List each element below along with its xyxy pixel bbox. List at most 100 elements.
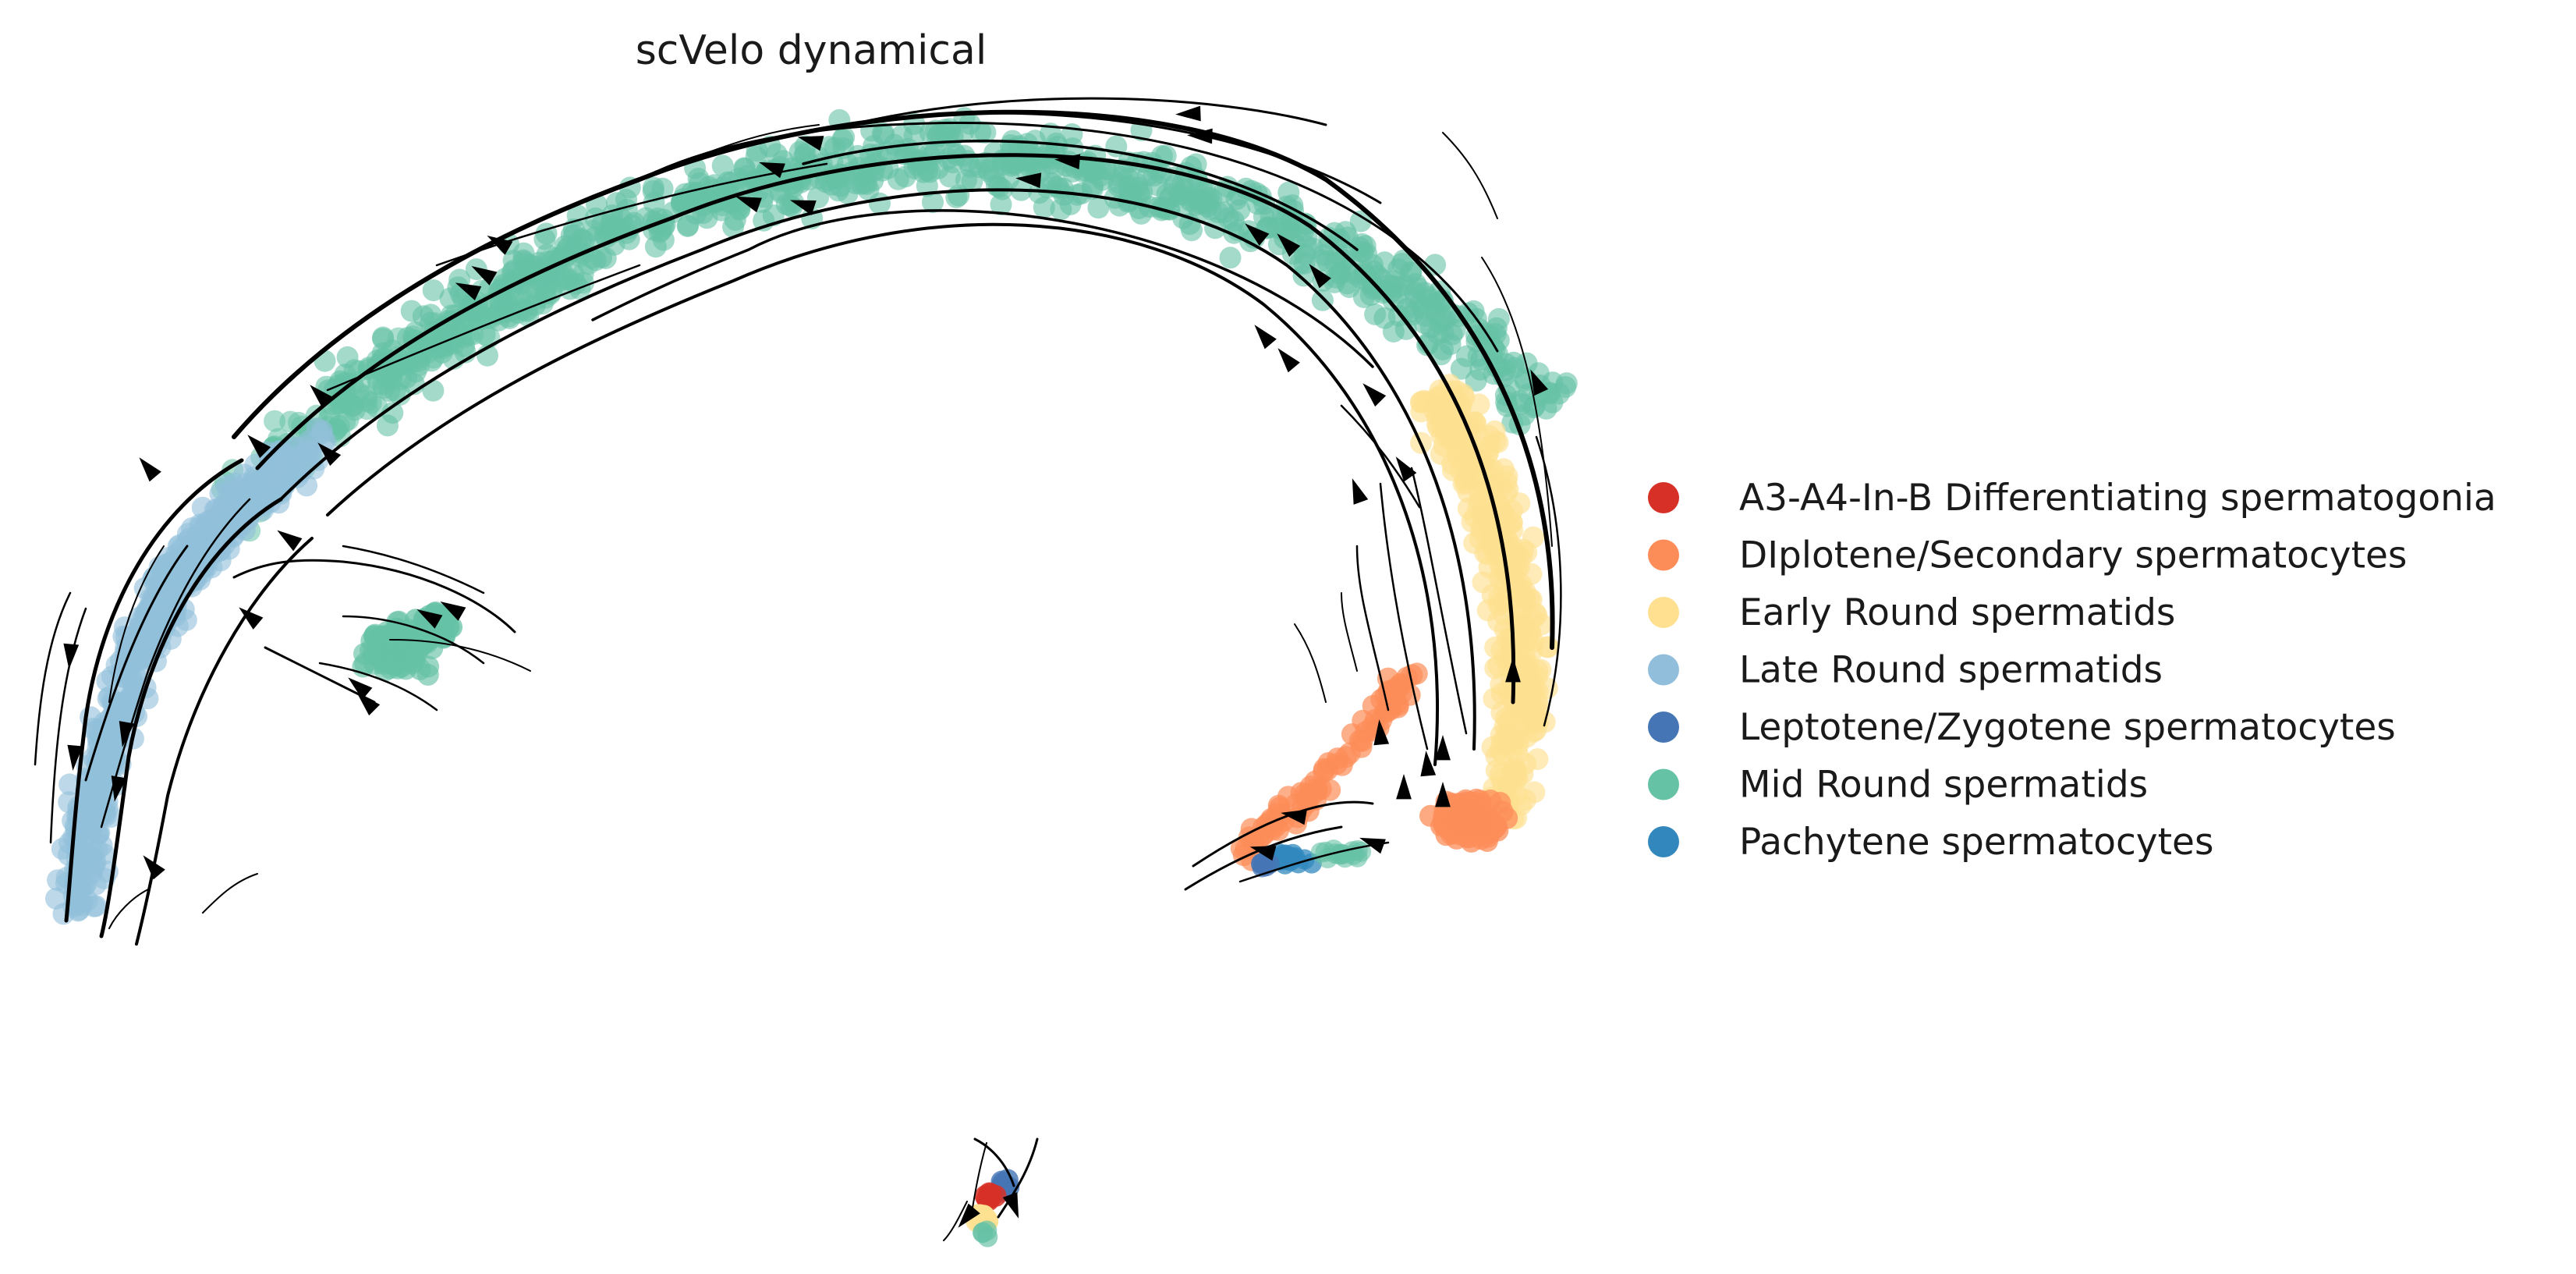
- streamline: [108, 545, 165, 703]
- streamline-arrowhead: [735, 196, 762, 213]
- data-point: [1213, 201, 1235, 224]
- data-point: [310, 422, 333, 445]
- data-point: [955, 169, 977, 191]
- streamline-arrowhead: [239, 607, 264, 630]
- chart-title: scVelo dynamical: [636, 27, 987, 74]
- data-point: [775, 193, 798, 215]
- legend-label: Pachytene spermatocytes: [1739, 821, 2213, 864]
- streamline-arrowhead: [1420, 751, 1437, 777]
- streamline-arrowhead: [67, 744, 83, 771]
- streamline-arrowhead: [356, 692, 381, 716]
- legend-label: DIplotene/Secondary spermatocytes: [1739, 534, 2407, 577]
- streamline-arrowhead: [1015, 172, 1042, 189]
- streamline: [903, 112, 1382, 204]
- data-point: [1431, 307, 1454, 330]
- streamline-arrowhead: [440, 602, 466, 621]
- data-point: [1082, 174, 1104, 197]
- data-point: [1219, 247, 1242, 269]
- data-point: [556, 236, 579, 259]
- legend-item: Early Round spermatids: [1648, 591, 2175, 634]
- data-point: [1424, 254, 1447, 276]
- data-point: [477, 307, 499, 330]
- data-point: [225, 499, 248, 522]
- data-point: [1555, 372, 1578, 395]
- streamline: [342, 545, 485, 594]
- data-point: [102, 721, 125, 743]
- streamline-arrowhead: [797, 136, 824, 151]
- data-point: [1495, 707, 1518, 729]
- streamline: [255, 153, 1516, 704]
- legend-marker: [1648, 597, 1679, 628]
- data-point: [1110, 166, 1132, 188]
- data-point: [388, 383, 411, 406]
- streamline-arrowhead: [487, 236, 513, 255]
- data-point: [591, 213, 614, 236]
- streamline: [108, 889, 149, 929]
- streamline-arrowhead: [416, 609, 443, 629]
- data-point: [927, 123, 950, 146]
- streamline: [1238, 841, 1390, 883]
- data-point: [1033, 196, 1055, 218]
- legend-item: DIplotene/Secondary spermatocytes: [1648, 534, 2407, 577]
- streamline-arrowhead: [1254, 325, 1277, 350]
- data-point: [1523, 781, 1546, 804]
- data-point: [1535, 397, 1557, 420]
- data-point: [903, 124, 926, 147]
- data-point: [1289, 252, 1312, 275]
- streamline: [1294, 623, 1327, 703]
- data-point: [387, 327, 409, 350]
- data-point: [416, 663, 439, 686]
- data-point: [1486, 518, 1508, 541]
- legend-marker: [1648, 654, 1679, 686]
- data-point: [1251, 853, 1272, 874]
- data-point: [974, 121, 997, 144]
- data-point: [377, 414, 399, 437]
- data-point: [400, 300, 423, 322]
- streamline-arrowhead: [789, 200, 817, 215]
- data-point: [1313, 243, 1335, 266]
- data-point: [287, 411, 310, 434]
- data-point: [352, 655, 374, 678]
- data-point: [254, 482, 277, 505]
- streamline: [100, 498, 251, 829]
- data-point: [1349, 210, 1372, 232]
- streamline-arrowhead: [1187, 128, 1213, 144]
- legend-marker: [1648, 826, 1679, 857]
- legend-marker: [1648, 768, 1679, 800]
- streamline: [997, 1137, 1039, 1219]
- streamline-arrowhead: [759, 161, 785, 179]
- streamline-arrowhead: [455, 282, 482, 301]
- data-point: [711, 154, 734, 177]
- streamline-arrowhead: [1362, 383, 1387, 407]
- data-point: [356, 389, 378, 412]
- streamline: [135, 537, 314, 946]
- streamline-arrowhead: [247, 435, 271, 459]
- streamline: [943, 1201, 968, 1241]
- scatter-points: [44, 107, 1578, 1247]
- streamline-arrowhead: [1352, 478, 1369, 505]
- streamline-arrowhead: [1359, 837, 1386, 854]
- data-point: [1450, 357, 1472, 380]
- streamline: [342, 615, 485, 665]
- data-point: [841, 161, 863, 183]
- data-point: [1489, 792, 1511, 814]
- data-point: [259, 460, 281, 482]
- streamline: [1355, 545, 1390, 712]
- streamline: [1340, 404, 1421, 509]
- data-point: [514, 299, 537, 321]
- streamline: [849, 97, 1327, 126]
- data-point: [1503, 357, 1525, 379]
- data-point: [1423, 399, 1446, 422]
- data-point: [1390, 672, 1412, 695]
- data-point: [1362, 694, 1384, 717]
- data-point: [1087, 197, 1110, 219]
- legend-item: Late Round spermatids: [1648, 649, 2163, 692]
- streamline-arrowhead: [277, 530, 303, 552]
- data-point: [1297, 783, 1320, 806]
- data-point: [1315, 841, 1336, 862]
- streamline: [591, 209, 1374, 368]
- legend-label: Early Round spermatids: [1739, 591, 2175, 634]
- data-point: [290, 445, 313, 468]
- data-point: [349, 371, 371, 393]
- data-point: [366, 349, 388, 371]
